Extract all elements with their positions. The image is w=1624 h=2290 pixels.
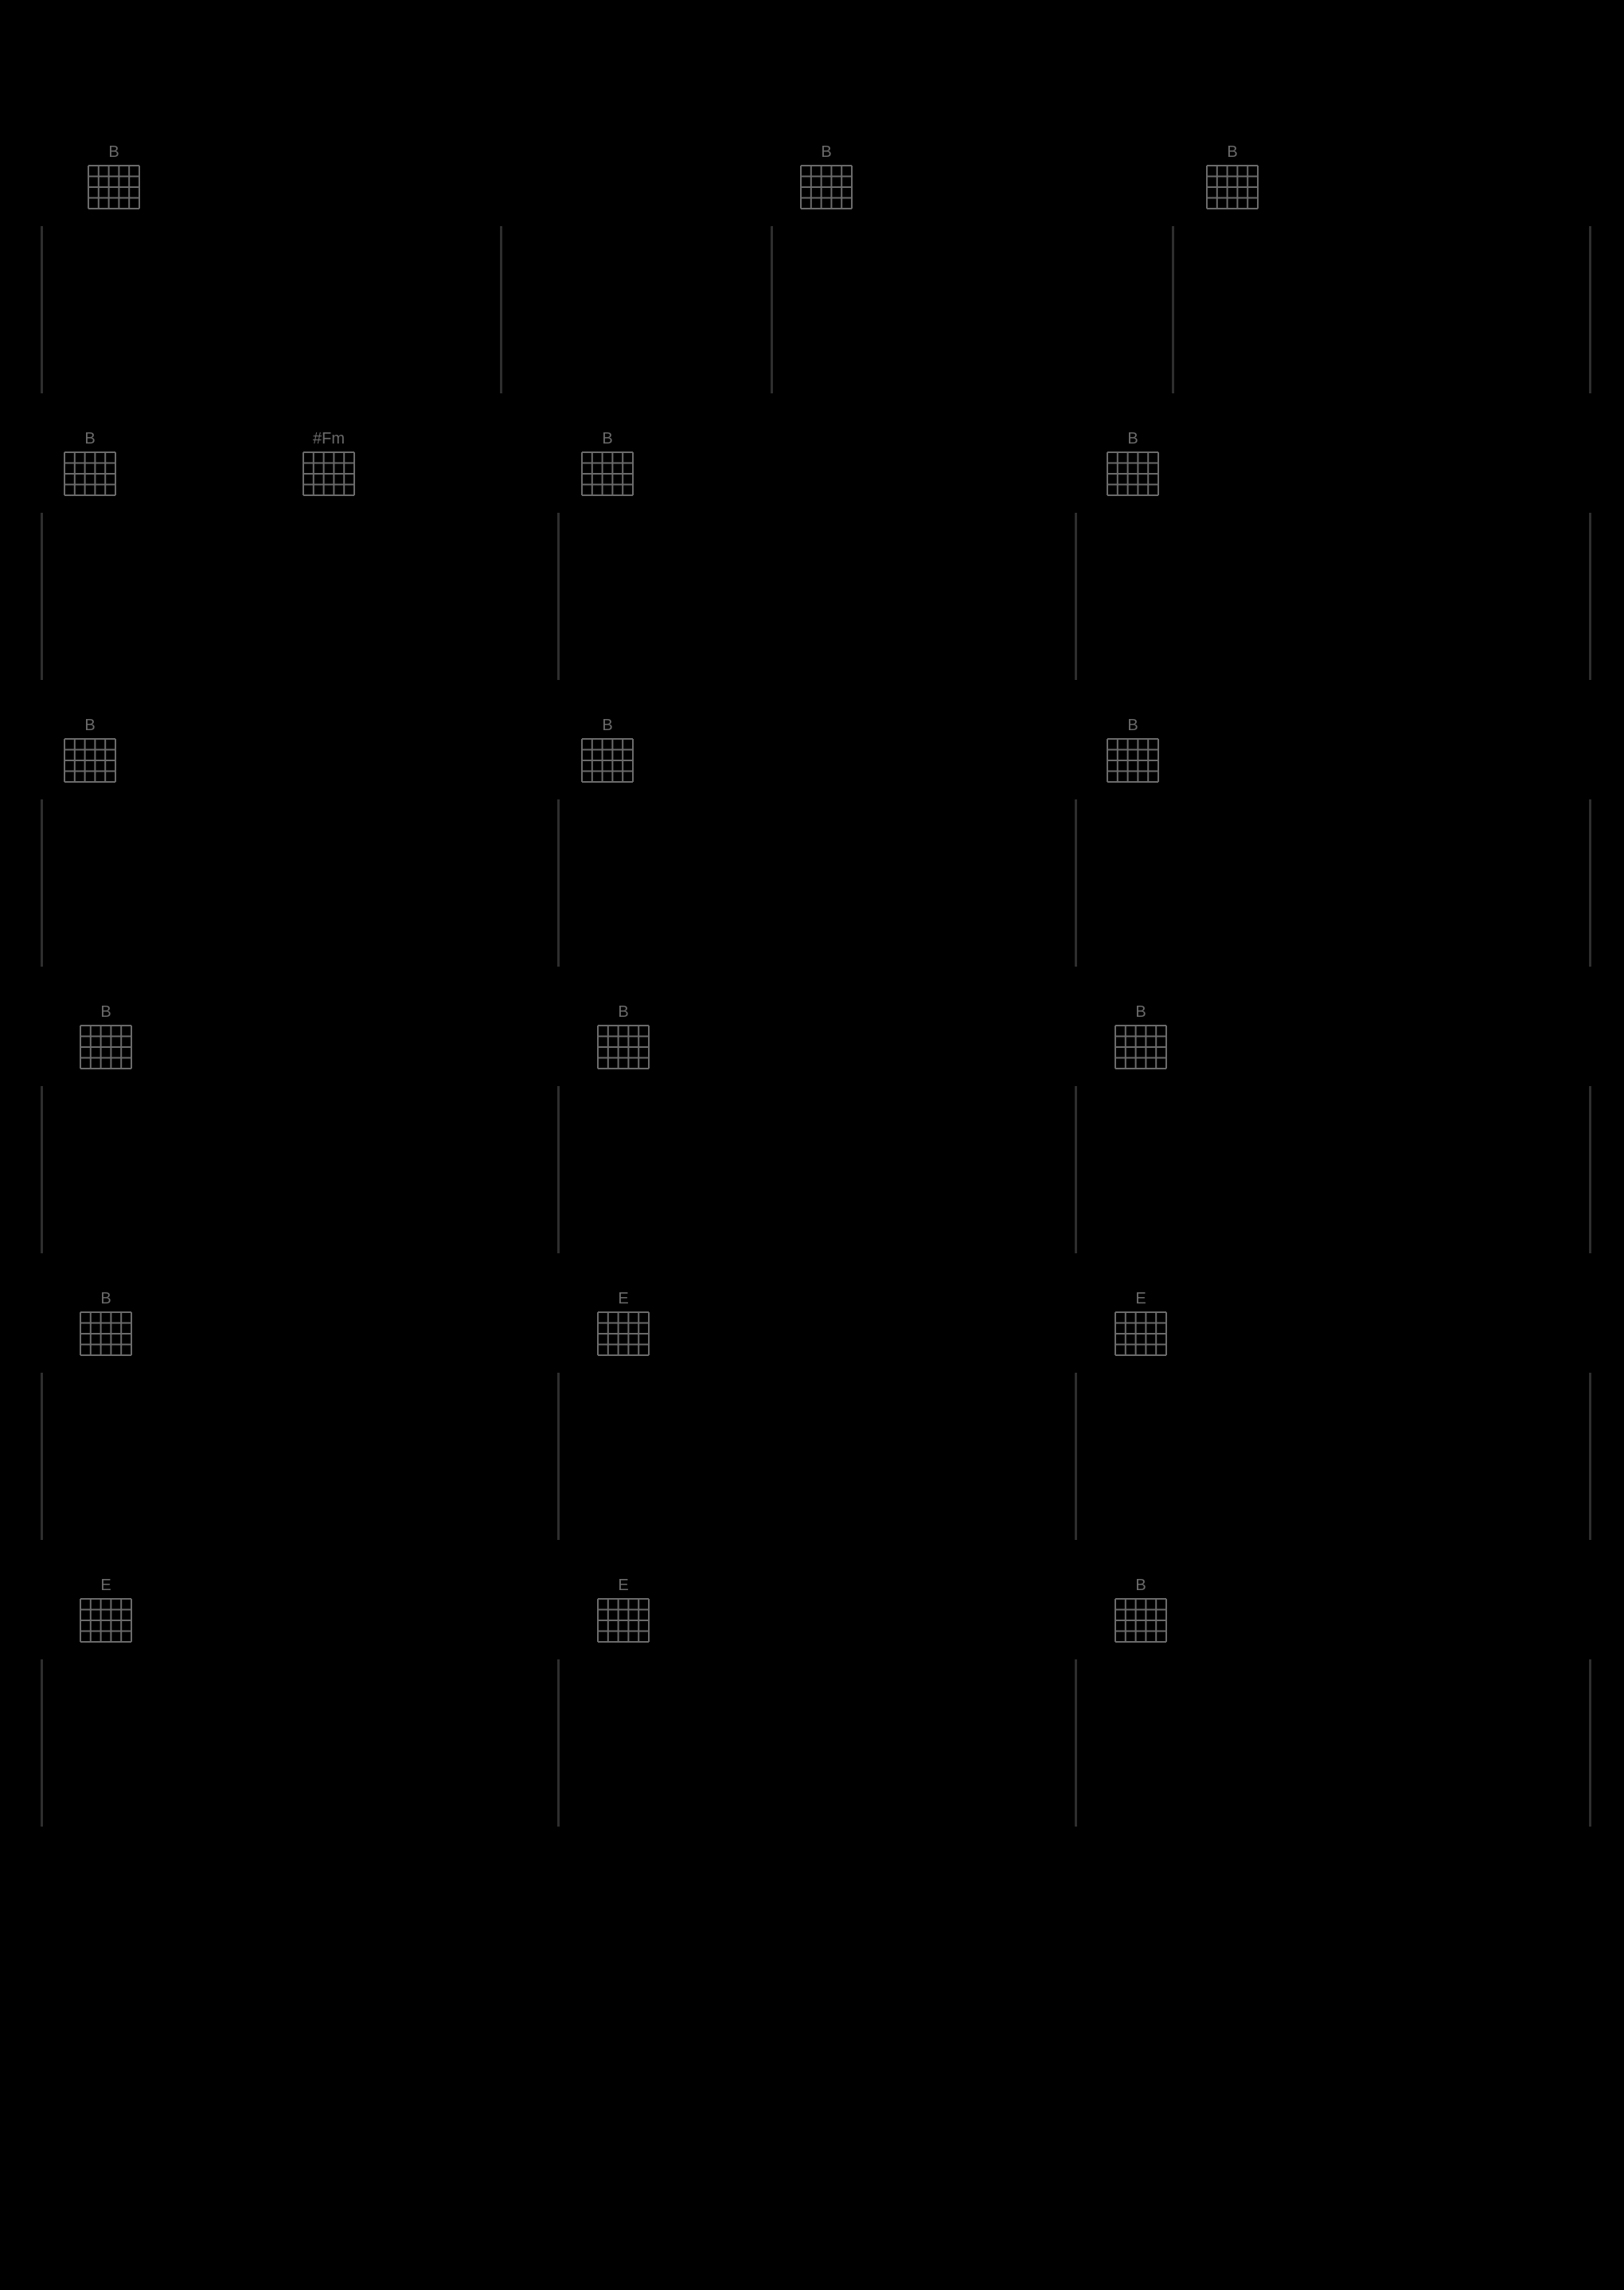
fret-grid-icon xyxy=(80,1311,132,1356)
fret-grid-icon xyxy=(80,1598,132,1643)
chord-label: B xyxy=(1206,143,1259,162)
fret-grid-icon xyxy=(597,1025,650,1069)
barline xyxy=(1589,226,1591,393)
barline xyxy=(1589,1086,1591,1253)
fret-grid-icon xyxy=(80,1025,132,1069)
chord-label: E xyxy=(597,1577,650,1595)
barline xyxy=(1589,799,1591,967)
chord-label: B xyxy=(581,717,634,735)
barline xyxy=(557,513,560,680)
barline xyxy=(771,226,773,393)
chord-cell: B xyxy=(80,1290,132,1356)
chord-cell: B xyxy=(1206,143,1259,209)
chord-cell: B xyxy=(64,717,116,783)
fret-grid-icon xyxy=(1107,738,1159,783)
page: B B B B #Fm B B B B B B B B B E E E E B xyxy=(0,0,1624,2290)
chord-cell: B xyxy=(80,1003,132,1069)
chord-label: B xyxy=(800,143,853,162)
barline xyxy=(1075,1086,1077,1253)
chord-label: E xyxy=(597,1290,650,1308)
fret-grid-icon xyxy=(64,451,116,496)
fret-grid-icon xyxy=(1115,1025,1167,1069)
chord-label: B xyxy=(1115,1577,1167,1595)
barline xyxy=(1589,513,1591,680)
chord-cell: B xyxy=(88,143,140,209)
chord-label: E xyxy=(1115,1290,1167,1308)
chord-cell: E xyxy=(80,1577,132,1643)
chord-cell: B xyxy=(597,1003,650,1069)
barline xyxy=(1075,513,1077,680)
barline xyxy=(1589,1659,1591,1827)
barline xyxy=(41,513,43,680)
fret-grid-icon xyxy=(1115,1598,1167,1643)
fret-grid-icon xyxy=(597,1598,650,1643)
chord-label: #Fm xyxy=(303,430,355,448)
chord-cell: E xyxy=(597,1290,650,1356)
barline xyxy=(41,1659,43,1827)
fret-grid-icon xyxy=(88,165,140,209)
fret-grid-icon xyxy=(1206,165,1259,209)
fret-grid-icon xyxy=(597,1311,650,1356)
chord-cell: #Fm xyxy=(303,430,355,496)
chord-label: B xyxy=(88,143,140,162)
fret-grid-icon xyxy=(1107,451,1159,496)
chord-label: B xyxy=(64,430,116,448)
chord-label: E xyxy=(80,1577,132,1595)
barline xyxy=(41,1086,43,1253)
chord-label: B xyxy=(581,430,634,448)
barline xyxy=(557,1086,560,1253)
fret-grid-icon xyxy=(581,738,634,783)
fret-grid-icon xyxy=(800,165,853,209)
chord-cell: B xyxy=(1107,717,1159,783)
barline xyxy=(41,799,43,967)
chord-cell: E xyxy=(1115,1290,1167,1356)
barline xyxy=(557,799,560,967)
barline xyxy=(41,1373,43,1540)
chord-cell: B xyxy=(581,717,634,783)
chord-label: B xyxy=(597,1003,650,1022)
chord-cell: B xyxy=(1115,1003,1167,1069)
chord-cell: B xyxy=(1115,1577,1167,1643)
barline xyxy=(1589,1373,1591,1540)
chord-label: B xyxy=(80,1290,132,1308)
barline xyxy=(1075,1659,1077,1827)
barline xyxy=(41,226,43,393)
chord-cell: B xyxy=(581,430,634,496)
chord-label: B xyxy=(1107,717,1159,735)
fret-grid-icon xyxy=(581,451,634,496)
fret-grid-icon xyxy=(64,738,116,783)
chord-label: B xyxy=(1115,1003,1167,1022)
barline xyxy=(1172,226,1174,393)
chord-label: B xyxy=(1107,430,1159,448)
chord-cell: B xyxy=(1107,430,1159,496)
chord-cell: B xyxy=(64,430,116,496)
barline xyxy=(557,1373,560,1540)
chord-cell: B xyxy=(800,143,853,209)
barline xyxy=(1075,799,1077,967)
barline xyxy=(557,1659,560,1827)
chord-cell: E xyxy=(597,1577,650,1643)
barline xyxy=(500,226,502,393)
fret-grid-icon xyxy=(1115,1311,1167,1356)
chord-label: B xyxy=(64,717,116,735)
chord-label: B xyxy=(80,1003,132,1022)
barline xyxy=(1075,1373,1077,1540)
fret-grid-icon xyxy=(303,451,355,496)
